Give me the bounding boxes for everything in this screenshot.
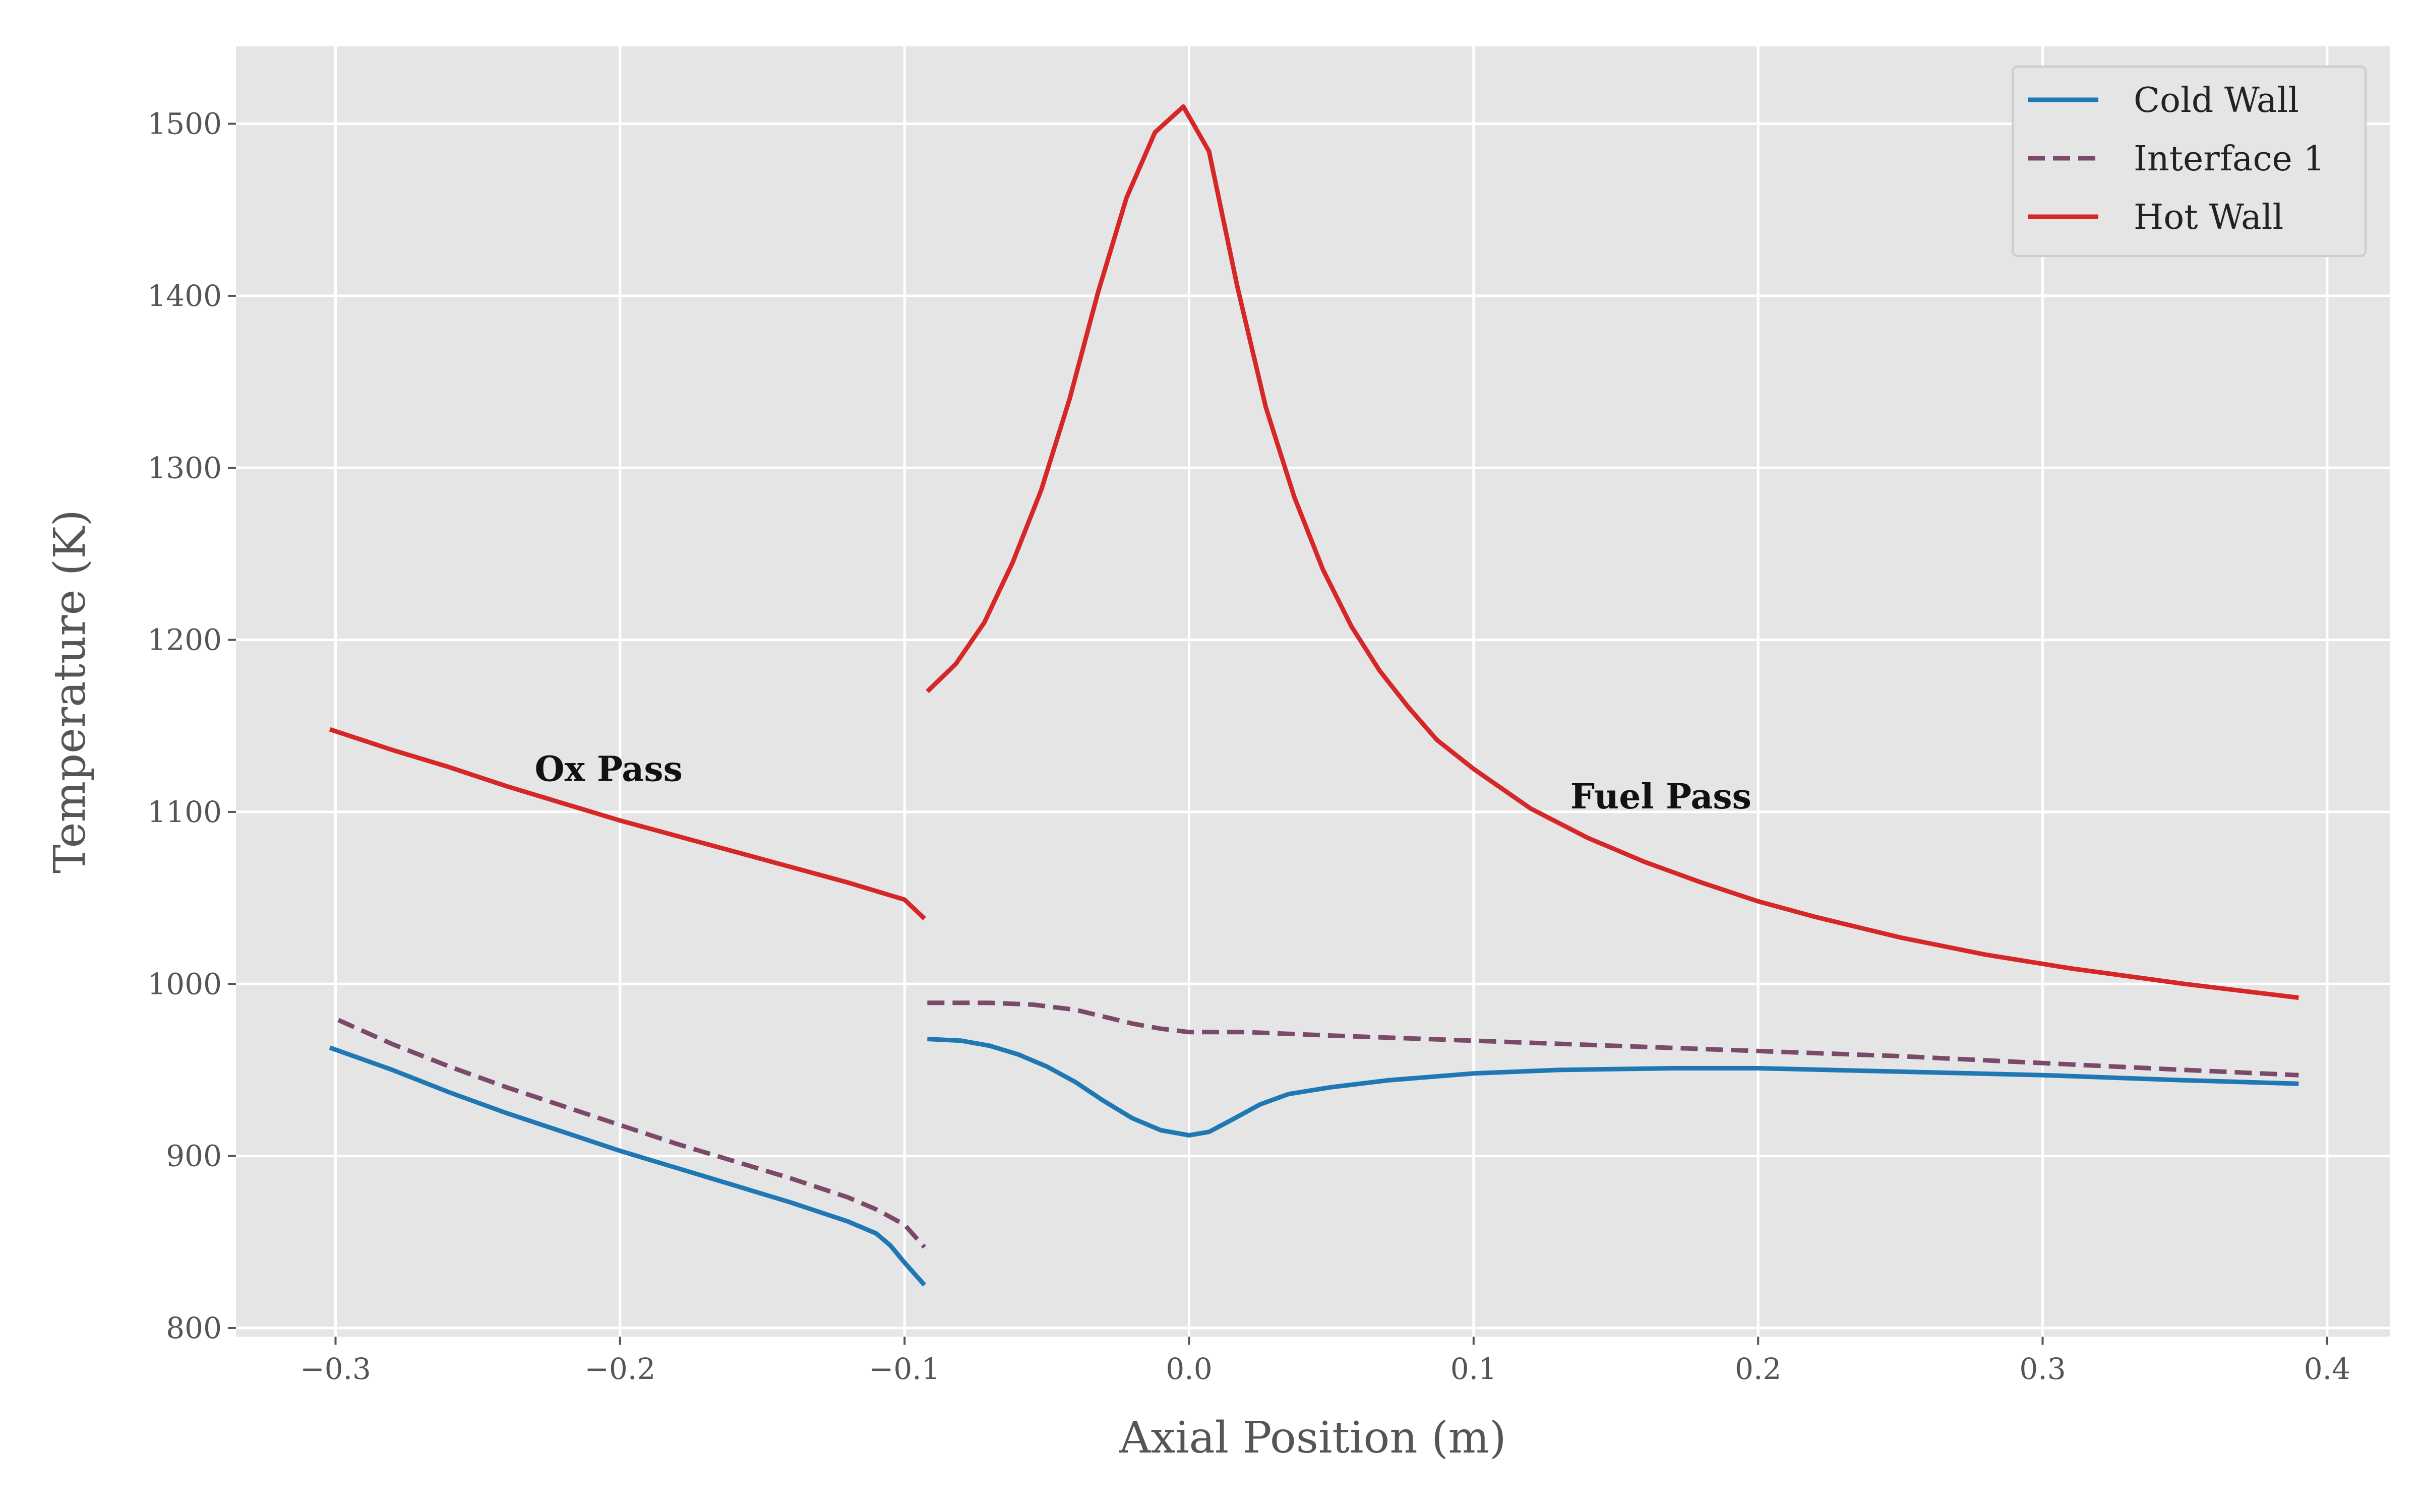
x-tick-label: 0.3 (2019, 1352, 2066, 1386)
legend-label: Hot Wall (2134, 198, 2283, 237)
interface-1-line-segment-1 (337, 1018, 927, 1249)
y-tick-label: 800 (166, 1311, 222, 1345)
x-tick-label: 0.4 (2304, 1352, 2350, 1386)
interface-1-line-segment-2 (927, 1000, 2299, 1078)
annotation-label: Fuel Pass (1570, 777, 1751, 817)
axis-ticks: −0.3 −0.2 −0.1 0.0 0.1 0.2 0.3 0.4 800 900 1000 110… (147, 107, 2350, 1386)
cold-wall-line-segment-1 (329, 1045, 927, 1287)
x-tick-label: 0.1 (1450, 1352, 1497, 1386)
y-tick-label: 1100 (147, 795, 222, 829)
annotations: Ox Pass Fuel Pass (535, 749, 1751, 817)
x-tick-label: −0.3 (300, 1352, 371, 1386)
x-tick-label: 0.2 (1735, 1352, 1781, 1386)
y-axis-title: Temperature (K) (45, 510, 95, 873)
x-axis-title: Axial Position (m) (1119, 1413, 1506, 1463)
x-tick-label: −0.2 (584, 1352, 655, 1386)
grid (236, 46, 2390, 1337)
legend-box (2012, 66, 2367, 257)
y-tick-label: 1000 (147, 967, 222, 1001)
y-tick-label: 1300 (147, 451, 222, 485)
legend: Cold Wall Interface 1 Hot Wall (2012, 66, 2367, 257)
x-tick-label: −0.1 (869, 1352, 940, 1386)
legend-label: Interface 1 (2134, 139, 2325, 179)
legend-label: Cold Wall (2134, 81, 2299, 120)
hot-wall-line-segment-1 (329, 727, 926, 920)
cold-wall-line-segment-2 (927, 1037, 2299, 1138)
annotation-label: Ox Pass (535, 749, 683, 789)
hot-wall-line-segment-2 (926, 104, 2299, 1000)
x-tick-label: 0.0 (1166, 1352, 1212, 1386)
y-tick-label: 1200 (147, 623, 222, 657)
plot-background (236, 46, 2390, 1337)
y-tick-label: 1400 (147, 279, 222, 313)
y-tick-label: 1500 (147, 107, 222, 141)
y-tick-label: 900 (166, 1139, 222, 1173)
series-lines (329, 104, 2299, 1287)
